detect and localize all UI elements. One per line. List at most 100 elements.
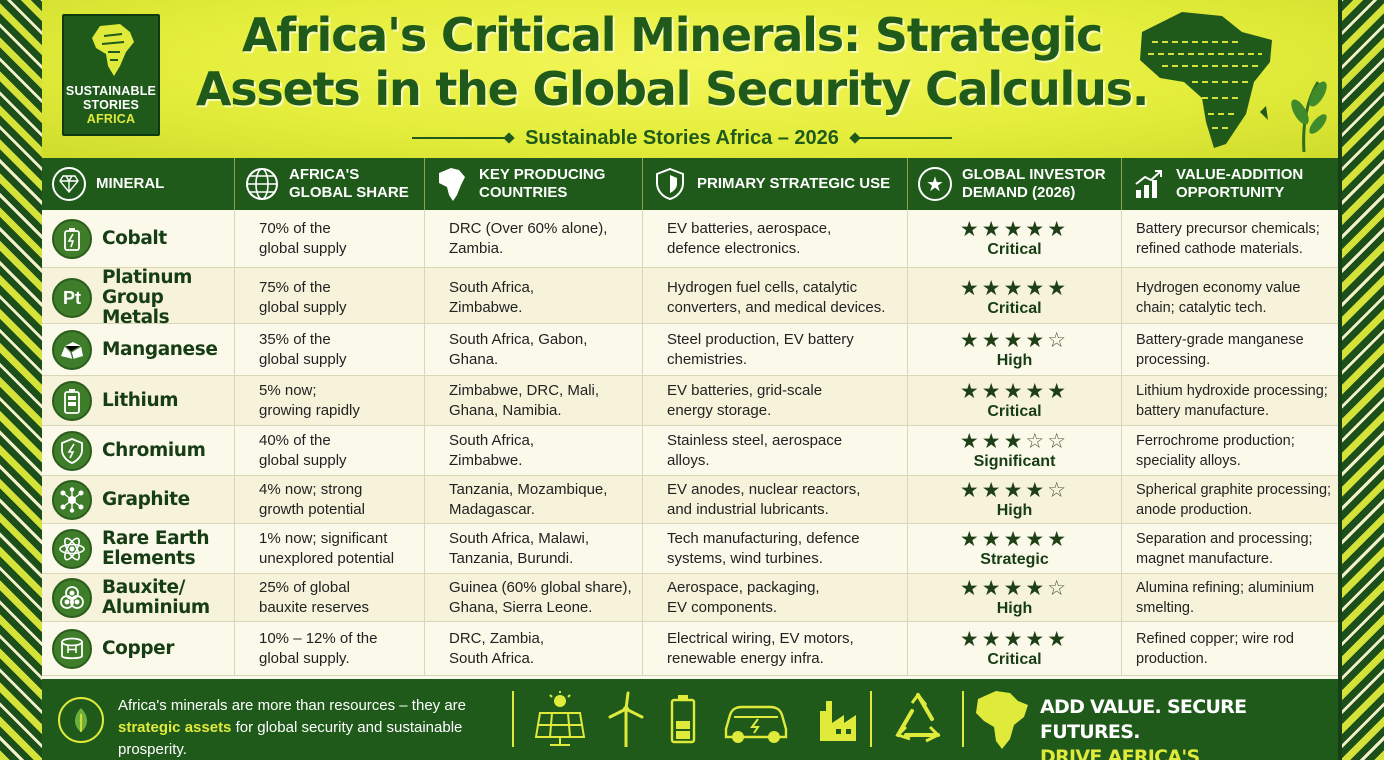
cell-mineral: Bauxite/ Aluminium bbox=[42, 574, 235, 621]
star-filled-icon: ★ bbox=[1047, 626, 1070, 651]
star-filled-icon: ★ bbox=[1025, 575, 1048, 600]
footer-text-after: for global security and sustainable pros… bbox=[118, 719, 463, 758]
star-filled-icon: ★ bbox=[1025, 378, 1048, 403]
star-filled-icon: ★ bbox=[1003, 526, 1026, 551]
recycle-icon bbox=[895, 692, 941, 743]
cell-mineral: Copper bbox=[42, 622, 235, 675]
star-empty-icon: ☆ bbox=[1047, 327, 1070, 352]
tagline-line-1: ADD VALUE. SECURE FUTURES. bbox=[1040, 696, 1247, 743]
cell-demand: ★★★★★ Critical bbox=[908, 622, 1122, 675]
cell-use: Electrical wiring, EV motors, renewable … bbox=[643, 622, 908, 675]
footer-message: Africa's minerals are more than resource… bbox=[118, 695, 518, 760]
star-filled-icon: ★ bbox=[959, 428, 982, 453]
logo-line-2: STORIES bbox=[82, 98, 140, 112]
mineral-name: Rare Earth Elements bbox=[102, 527, 210, 569]
title-line-1: Africa's Critical Minerals: Strategic bbox=[241, 8, 1103, 62]
demand-label: Critical bbox=[987, 650, 1042, 668]
cell-use: Tech manufacturing, defence systems, win… bbox=[643, 524, 908, 573]
star-filled-icon: ★ bbox=[1003, 276, 1026, 300]
cell-use: Hydrogen fuel cells, catalytic converter… bbox=[643, 268, 908, 328]
mineral-name: Platinum Group Metals bbox=[102, 267, 192, 328]
cell-countries: Guinea (60% global share), Ghana, Sierra… bbox=[425, 574, 643, 621]
cell-value: Separation and processing; magnet manufa… bbox=[1136, 530, 1313, 567]
electric-car-icon bbox=[724, 705, 788, 743]
star-filled-icon: ★ bbox=[1003, 216, 1026, 241]
table-row: Graphite 4% now; strong growth potential T… bbox=[42, 476, 1338, 524]
cell-countries: Tanzania, Mozambique, Madagascar. bbox=[425, 476, 643, 523]
cell-share: 70% of the global supply bbox=[235, 210, 425, 267]
star-rating: ★★★★☆ bbox=[960, 329, 1069, 351]
cell-countries: South Africa, Malawi, Tanzania, Burundi. bbox=[425, 524, 643, 573]
cell-mineral: Manganese bbox=[42, 324, 235, 375]
cell-share: 40% of the global supply bbox=[235, 426, 425, 475]
star-filled-icon: ★ bbox=[1025, 477, 1048, 502]
subtitle-rule-right bbox=[852, 137, 953, 139]
cell-demand: ★★★★★ Critical bbox=[908, 210, 1122, 267]
demand-label: Strategic bbox=[980, 550, 1049, 568]
atom-icon bbox=[52, 528, 92, 569]
cell-demand: ★★★★★ Critical bbox=[908, 376, 1122, 425]
star-filled-icon: ★ bbox=[959, 477, 982, 502]
cell-countries: South Africa, Zimbabwe. bbox=[425, 268, 643, 328]
cell-mineral: Chromium bbox=[42, 426, 235, 475]
header-value: VALUE-ADDITION OPPORTUNITY bbox=[1122, 158, 1338, 210]
logo-line-1: SUSTAINABLE bbox=[65, 84, 157, 98]
demand-label: High bbox=[996, 501, 1033, 519]
cell-use: Aerospace, packaging, EV components. bbox=[643, 574, 908, 621]
cell-mineral: Rare Earth Elements bbox=[42, 524, 235, 573]
cell-mineral: Graphite bbox=[42, 476, 235, 523]
cell-value: Battery precursor chemicals; refined cat… bbox=[1136, 220, 1320, 257]
header-share-label: AFRICA'S GLOBAL SHARE bbox=[289, 166, 409, 201]
cell-value: Refined copper; wire rod production. bbox=[1136, 630, 1294, 667]
table-row: Lithium 5% now; growing rapidly Zimbabwe, … bbox=[42, 376, 1338, 426]
header-mineral-label: MINERAL bbox=[96, 175, 165, 192]
cell-countries: South Africa, Gabon, Ghana. bbox=[425, 324, 643, 375]
cell-use: EV batteries, aerospace, defence electro… bbox=[643, 210, 908, 267]
copper-coil-icon bbox=[52, 628, 92, 669]
subtitle-rule-left bbox=[412, 137, 512, 139]
star-filled-icon: ★ bbox=[1047, 216, 1070, 241]
header: SUSTAINABLE STORIES AFRICA Africa's Crit… bbox=[42, 0, 1338, 158]
star-filled-icon: ★ bbox=[959, 526, 982, 551]
cell-use: Stainless steel, aerospace alloys. bbox=[643, 426, 908, 475]
mineral-name: Copper bbox=[102, 637, 175, 659]
table-row: Pt Platinum Group Metals 75% of the global… bbox=[42, 268, 1338, 328]
mineral-name: Chromium bbox=[102, 439, 206, 461]
cell-share: 25% of global bauxite reserves bbox=[235, 574, 425, 621]
tagline-line-2: DRIVE AFRICA'S TRANSFORMATION. bbox=[1040, 746, 1200, 760]
star-filled-icon: ★ bbox=[981, 575, 1004, 600]
mineral-icon-text: Pt bbox=[63, 288, 81, 308]
star-rating: ★★★★★ bbox=[960, 218, 1069, 240]
star-filled-icon: ★ bbox=[959, 575, 982, 600]
battery-footer-icon bbox=[670, 695, 696, 744]
cell-value: Lithium hydroxide processing; battery ma… bbox=[1136, 382, 1328, 419]
star-filled-icon: ★ bbox=[981, 477, 1004, 502]
star-filled-icon: ★ bbox=[1047, 526, 1070, 551]
cell-demand: ★★★★☆ High bbox=[908, 324, 1122, 375]
star-filled-icon: ★ bbox=[1025, 526, 1048, 551]
star-empty-icon: ☆ bbox=[1047, 575, 1070, 600]
cell-value: Battery-grade manganese processing. bbox=[1136, 331, 1304, 368]
table-row: Rare Earth Elements 1% now; significant u… bbox=[42, 524, 1338, 574]
rock-icon bbox=[52, 329, 92, 370]
demand-label: Critical bbox=[987, 300, 1042, 317]
demand-label: Critical bbox=[987, 402, 1042, 420]
star-filled-icon: ★ bbox=[1025, 276, 1048, 300]
table-row: Cobalt 70% of the global supply DRC (Over … bbox=[42, 210, 1338, 268]
solar-panel-icon bbox=[534, 691, 586, 746]
header-mineral: MINERAL bbox=[42, 158, 235, 210]
star-filled-icon: ★ bbox=[959, 216, 982, 241]
table-row: Manganese 35% of the global supply South A… bbox=[42, 324, 1338, 376]
cell-countries: DRC, Zambia, South Africa. bbox=[425, 622, 643, 675]
table-body: Cobalt 70% of the global supply DRC (Over … bbox=[42, 210, 1338, 676]
header-demand: ★ GLOBAL INVESTOR DEMAND (2026) bbox=[908, 158, 1122, 210]
cell-demand: ★★★★★ Critical bbox=[908, 268, 1122, 328]
star-filled-icon: ★ bbox=[1003, 428, 1026, 453]
star-badge-icon: ★ bbox=[918, 167, 952, 201]
subtitle-row: Sustainable Stories Africa – 2026 bbox=[412, 126, 953, 150]
star-filled-icon: ★ bbox=[1003, 327, 1026, 352]
left-pattern-border bbox=[0, 0, 42, 760]
footer-divider-1 bbox=[512, 691, 514, 747]
cell-countries: Zimbabwe, DRC, Mali, Ghana, Namibia. bbox=[425, 376, 643, 425]
star-rating: ★★★★★ bbox=[960, 277, 1069, 299]
